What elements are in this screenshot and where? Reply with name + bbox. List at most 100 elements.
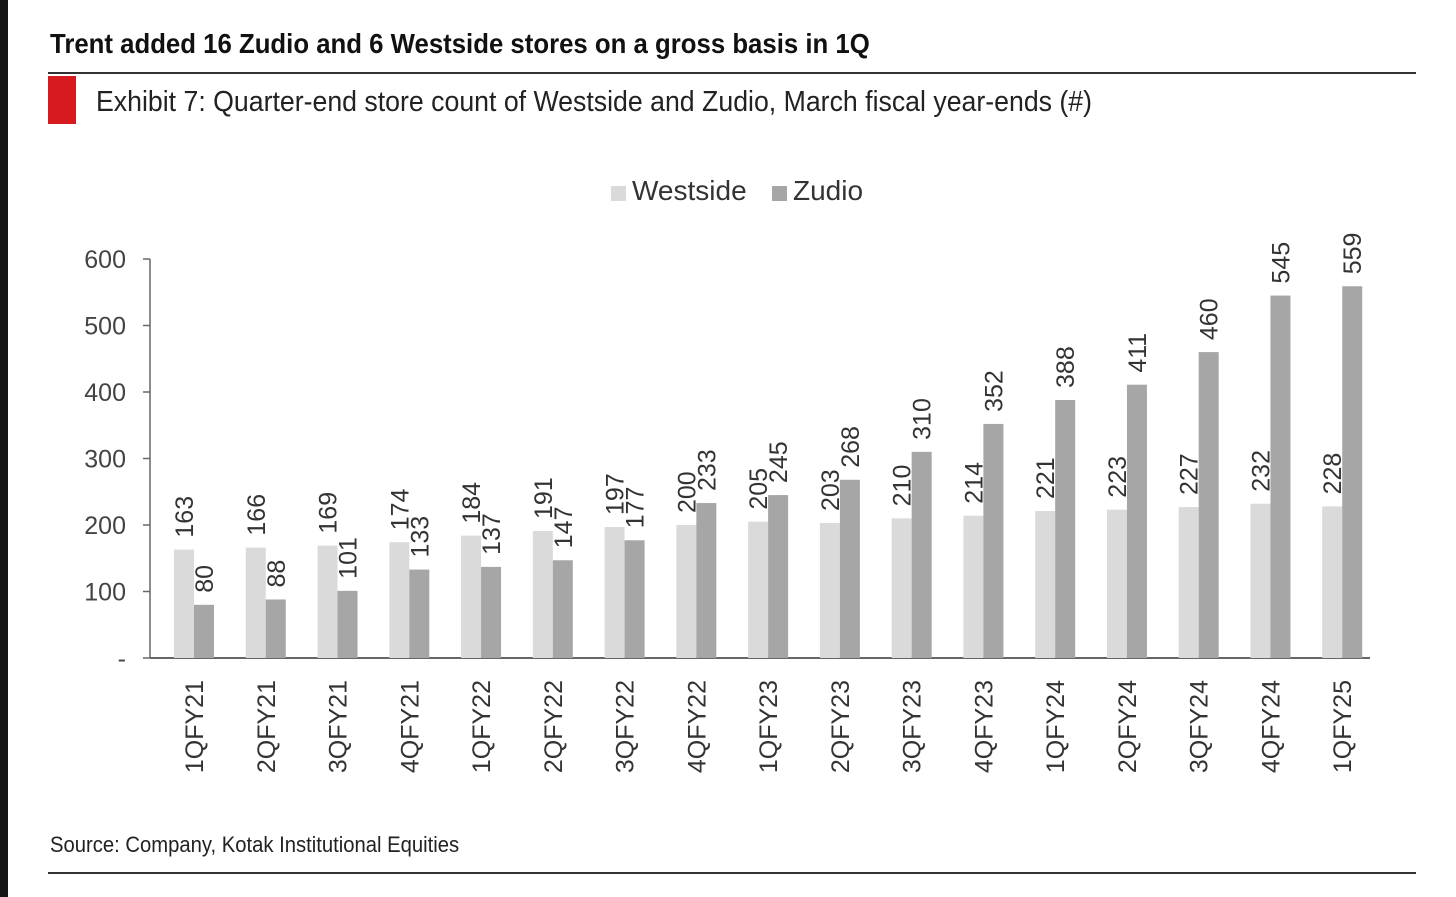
- x-tick-label: 3QFY23: [899, 680, 927, 773]
- bar-westside: [389, 542, 410, 658]
- x-tick-label: 1QFY24: [1042, 680, 1070, 773]
- y-tick-label: 400: [84, 379, 126, 407]
- bars: [174, 286, 1363, 658]
- data-label-zudio: 310: [909, 398, 937, 440]
- data-label-westside: 163: [171, 496, 199, 538]
- bar-zudio: [481, 566, 502, 658]
- bar-zudio: [911, 451, 932, 658]
- data-label-westside: 200: [673, 471, 701, 513]
- exhibit-title: Exhibit 7: Quarter-end store count of We…: [96, 86, 1093, 118]
- data-label-zudio: 245: [765, 441, 793, 483]
- bar-westside: [604, 526, 625, 658]
- bar-westside: [1322, 506, 1343, 658]
- data-label-zudio: 88: [263, 560, 291, 588]
- bar-westside: [819, 523, 840, 658]
- bar-zudio: [696, 503, 717, 658]
- y-tick-label: 600: [84, 246, 126, 274]
- x-tick-label: 3QFY21: [325, 680, 353, 773]
- x-tick-label: 1QFY21: [181, 680, 209, 773]
- bar-zudio: [1270, 295, 1291, 658]
- bar-westside: [461, 535, 482, 658]
- x-tick-label: 1QFY25: [1329, 680, 1357, 773]
- y-tick-label: 300: [84, 446, 126, 474]
- legend-swatch-zudio: [772, 186, 787, 201]
- bar-zudio: [768, 495, 789, 658]
- x-tick-label: 2QFY24: [1114, 680, 1142, 773]
- bar-zudio: [1198, 352, 1219, 658]
- bar-zudio: [1126, 384, 1147, 658]
- bar-westside: [317, 545, 338, 658]
- bar-westside: [1035, 511, 1056, 658]
- data-label-westside: 169: [315, 492, 343, 534]
- data-label-westside: 205: [745, 468, 773, 510]
- x-tick-label: 3QFY24: [1186, 680, 1214, 773]
- bar-westside: [1106, 509, 1127, 658]
- x-tick-label: 2QFY23: [827, 680, 855, 773]
- x-tick-label: 2QFY21: [253, 680, 281, 773]
- x-tick-label: 4QFY22: [683, 680, 711, 773]
- data-label-zudio: 559: [1339, 233, 1367, 275]
- bar-zudio: [1055, 399, 1076, 658]
- y-tick-label: 200: [84, 512, 126, 540]
- legend-label-westside: Westside: [632, 175, 747, 206]
- bar-westside: [1250, 503, 1271, 658]
- exhibit-marker: [48, 76, 76, 124]
- data-label-zudio: 460: [1196, 298, 1224, 340]
- data-label-westside: 210: [889, 465, 917, 507]
- data-label-westside: 166: [243, 494, 271, 536]
- bar-zudio: [624, 540, 645, 658]
- data-label-westside: 191: [530, 477, 558, 519]
- x-tick-label: 3QFY22: [612, 680, 640, 773]
- x-tick-label: 4QFY23: [970, 680, 998, 773]
- data-label-zudio: 147: [550, 507, 578, 549]
- data-label-westside: 228: [1319, 453, 1347, 495]
- bar-zudio: [194, 604, 214, 658]
- bar-westside: [676, 525, 697, 658]
- data-label-westside: 203: [817, 469, 845, 511]
- x-tick-label: 1QFY23: [755, 680, 783, 773]
- bar-westside: [963, 515, 984, 658]
- data-label-zudio: 137: [478, 513, 506, 555]
- data-label-zudio: 388: [1052, 346, 1080, 388]
- legend-label-zudio: Zudio: [793, 175, 863, 206]
- bar-zudio: [337, 590, 358, 658]
- x-axis: 1QFY21 2QFY21 3QFY21 4QFY21 1QFY22 2QFY22 3QFY…: [150, 657, 1370, 773]
- data-label-westside: 223: [1104, 456, 1132, 498]
- data-label-zudio: 268: [837, 426, 865, 468]
- x-tick-label: 2QFY22: [540, 680, 568, 773]
- data-label-westside: 184: [458, 482, 486, 524]
- x-tick-label: 4QFY24: [1257, 680, 1285, 773]
- bar-zudio: [839, 479, 860, 658]
- bar-zudio: [1342, 286, 1363, 658]
- bar-zudio: [552, 560, 573, 658]
- bar-westside: [891, 518, 912, 658]
- data-label-zudio: 233: [693, 449, 721, 491]
- top-rule: [48, 72, 1416, 74]
- data-label-zudio: 133: [406, 516, 434, 558]
- bar-westside: [1178, 507, 1199, 658]
- y-tick-label: 500: [84, 313, 126, 341]
- legend-swatch-westside: [611, 186, 626, 201]
- data-label-westside: 214: [960, 462, 988, 504]
- data-label-zudio: 101: [335, 537, 363, 579]
- data-label-zudio: 411: [1124, 333, 1152, 373]
- data-label-westside: 227: [1176, 453, 1204, 495]
- bar-westside: [174, 549, 194, 658]
- data-label-westside: 174: [386, 488, 414, 530]
- y-tick-label: 100: [84, 579, 126, 607]
- legend: Westside Zudio: [611, 175, 863, 206]
- x-tick-label: 4QFY21: [396, 680, 424, 773]
- x-tick-label: 1QFY22: [468, 680, 496, 773]
- source-note: Source: Company, Kotak Institutional Equ…: [50, 832, 460, 857]
- bar-zudio: [265, 599, 286, 658]
- data-label-zudio: 177: [622, 487, 650, 529]
- data-labels: 163 166 169 174 184 191 197 200 205 203 210 214 221 2…: [171, 233, 1367, 593]
- left-edge-border: [0, 0, 8, 897]
- data-label-westside: 232: [1247, 450, 1275, 492]
- data-label-zudio: 80: [191, 565, 219, 593]
- data-label-zudio: 352: [980, 370, 1008, 412]
- data-label-westside: 197: [602, 473, 630, 515]
- bar-westside: [245, 547, 266, 658]
- bar-zudio: [409, 569, 430, 658]
